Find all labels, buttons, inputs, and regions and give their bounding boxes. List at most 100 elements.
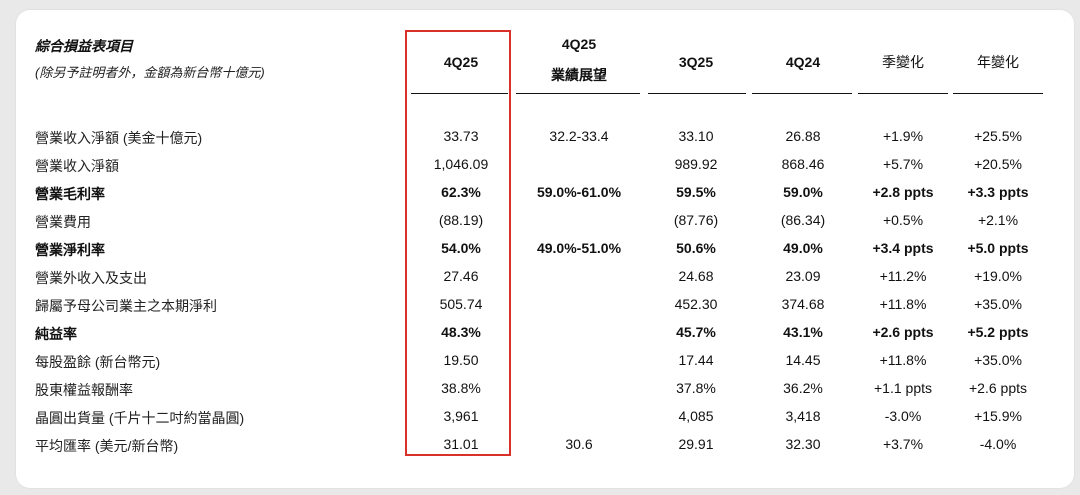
cell-3q25: 37.8% <box>676 380 716 396</box>
cell-4q25: 1,046.09 <box>433 156 489 172</box>
cell-yoy: +3.3 ppts <box>967 184 1029 200</box>
cell-4q25: 31.01 <box>443 436 479 452</box>
col-header-4q24: 4Q24 <box>785 54 821 70</box>
cell-qoq: +1.9% <box>882 128 924 144</box>
cell-4q25: 27.46 <box>443 268 479 284</box>
cell-yoy: +5.0 ppts <box>967 240 1029 256</box>
cell-3q25: 17.44 <box>678 352 714 368</box>
table-row: 晶圓出貨量 (千片十二吋約當晶圓) 3,961 4,085 3,418 -3.0… <box>0 402 1080 430</box>
cell-qoq: +5.7% <box>882 156 924 172</box>
col-header-3q25: 3Q25 <box>678 54 714 70</box>
cell-qoq: +3.7% <box>882 436 924 452</box>
table-row: 營業收入淨額 1,046.09 989.92 868.46 +5.7% +20.… <box>0 150 1080 178</box>
cell-qoq: +3.4 ppts <box>872 240 934 256</box>
row-label: 營業收入淨額 (美金十億元) <box>35 130 203 146</box>
cell-4q24: 49.0% <box>783 240 823 256</box>
row-label: 營業淨利率 <box>35 242 105 258</box>
cell-4q25: 48.3% <box>441 324 481 340</box>
cell-4q25: (88.19) <box>438 212 484 228</box>
header-rule <box>858 93 948 94</box>
cell-yoy: +35.0% <box>974 352 1022 368</box>
table-row: 營業外收入及支出 27.46 24.68 23.09 +11.2% +19.0% <box>0 262 1080 290</box>
row-label: 營業外收入及支出 <box>35 270 147 286</box>
cell-yoy: +19.0% <box>974 268 1022 284</box>
table-row: 營業收入淨額 (美金十億元) 33.73 32.2-33.4 33.10 26.… <box>0 122 1080 150</box>
row-label: 營業收入淨額 <box>35 158 119 174</box>
cell-4q25: 33.73 <box>443 128 479 144</box>
col-header-guidance-line1: 4Q25 <box>561 36 597 52</box>
cell-3q25: 4,085 <box>678 408 714 424</box>
col-header-4q25: 4Q25 <box>443 54 479 70</box>
header-rule <box>953 93 1043 94</box>
cell-3q25: (87.76) <box>673 212 719 228</box>
cell-3q25: 24.68 <box>678 268 714 284</box>
cell-yoy: +35.0% <box>974 296 1022 312</box>
cell-3q25: 989.92 <box>674 156 718 172</box>
col-header-qoq: 季變化 <box>882 54 924 70</box>
cell-yoy: +5.2 ppts <box>967 324 1029 340</box>
row-label: 歸屬予母公司業主之本期淨利 <box>35 298 217 314</box>
cell-4q25: 54.0% <box>441 240 481 256</box>
cell-4q24: 26.88 <box>785 128 821 144</box>
row-label: 股東權益報酬率 <box>35 382 133 398</box>
cell-qoq: +11.8% <box>879 296 927 312</box>
cell-4q24: 32.30 <box>785 436 821 452</box>
table-row: 營業毛利率 62.3% 59.0%-61.0% 59.5% 59.0% +2.8… <box>0 178 1080 206</box>
cell-4q24: 23.09 <box>785 268 821 284</box>
cell-guidance: 32.2-33.4 <box>549 128 609 144</box>
header-rule <box>648 93 746 94</box>
row-label: 每股盈餘 (新台幣元) <box>35 354 161 370</box>
row-label: 純益率 <box>35 326 77 342</box>
table-subtitle: (除另予註明者外，金額為新台幣十億元) <box>35 65 265 80</box>
cell-guidance: 59.0%-61.0% <box>536 184 622 200</box>
table-row: 每股盈餘 (新台幣元) 19.50 17.44 14.45 +11.8% +35… <box>0 346 1080 374</box>
cell-qoq: +11.2% <box>879 268 927 284</box>
cell-yoy: +20.5% <box>974 156 1022 172</box>
row-label: 晶圓出貨量 (千片十二吋約當晶圓) <box>35 410 245 426</box>
cell-4q24: 868.46 <box>781 156 825 172</box>
cell-yoy: +2.1% <box>977 212 1019 228</box>
cell-4q25: 62.3% <box>441 184 481 200</box>
table-title: 綜合損益表項目 <box>35 38 133 54</box>
cell-yoy: +15.9% <box>974 408 1022 424</box>
table-row: 歸屬予母公司業主之本期淨利 505.74 452.30 374.68 +11.8… <box>0 290 1080 318</box>
header-rule <box>411 93 508 94</box>
table-row: 營業淨利率 54.0% 49.0%-51.0% 50.6% 49.0% +3.4… <box>0 234 1080 262</box>
cell-4q24: (86.34) <box>780 212 826 228</box>
row-label: 平均匯率 (美元/新台幣) <box>35 438 179 454</box>
cell-yoy: +25.5% <box>974 128 1022 144</box>
cell-qoq: +11.8% <box>879 352 927 368</box>
row-label: 營業費用 <box>35 214 91 230</box>
table-row: 平均匯率 (美元/新台幣) 31.01 30.6 29.91 32.30 +3.… <box>0 430 1080 458</box>
cell-4q25: 19.50 <box>443 352 479 368</box>
cell-yoy: -4.0% <box>979 436 1017 452</box>
cell-qoq: -3.0% <box>884 408 922 424</box>
cell-qoq: +1.1 ppts <box>874 380 932 396</box>
cell-guidance: 49.0%-51.0% <box>536 240 622 256</box>
cell-4q25: 3,961 <box>443 408 479 424</box>
cell-4q24: 14.45 <box>785 352 821 368</box>
cell-4q24: 59.0% <box>783 184 823 200</box>
cell-yoy: +2.6 ppts <box>969 380 1027 396</box>
cell-3q25: 452.30 <box>674 296 718 312</box>
cell-4q25: 505.74 <box>439 296 483 312</box>
cell-guidance: 30.6 <box>565 436 593 452</box>
table-row: 純益率 48.3% 45.7% 43.1% +2.6 ppts +5.2 ppt… <box>0 318 1080 346</box>
table-row: 股東權益報酬率 38.8% 37.8% 36.2% +1.1 ppts +2.6… <box>0 374 1080 402</box>
table-card <box>16 10 1074 488</box>
cell-4q25: 38.8% <box>441 380 481 396</box>
table-row: 營業費用 (88.19) (87.76) (86.34) +0.5% +2.1% <box>0 206 1080 234</box>
cell-4q24: 374.68 <box>781 296 825 312</box>
cell-qoq: +2.8 ppts <box>872 184 934 200</box>
cell-4q24: 36.2% <box>783 380 823 396</box>
cell-3q25: 45.7% <box>676 324 716 340</box>
cell-qoq: +0.5% <box>882 212 924 228</box>
cell-3q25: 29.91 <box>678 436 714 452</box>
cell-qoq: +2.6 ppts <box>872 324 934 340</box>
cell-4q24: 43.1% <box>783 324 823 340</box>
header-rule <box>516 93 640 94</box>
header-rule <box>752 93 852 94</box>
cell-3q25: 50.6% <box>676 240 716 256</box>
cell-4q24: 3,418 <box>785 408 821 424</box>
highlight-box-4q25 <box>405 30 511 456</box>
